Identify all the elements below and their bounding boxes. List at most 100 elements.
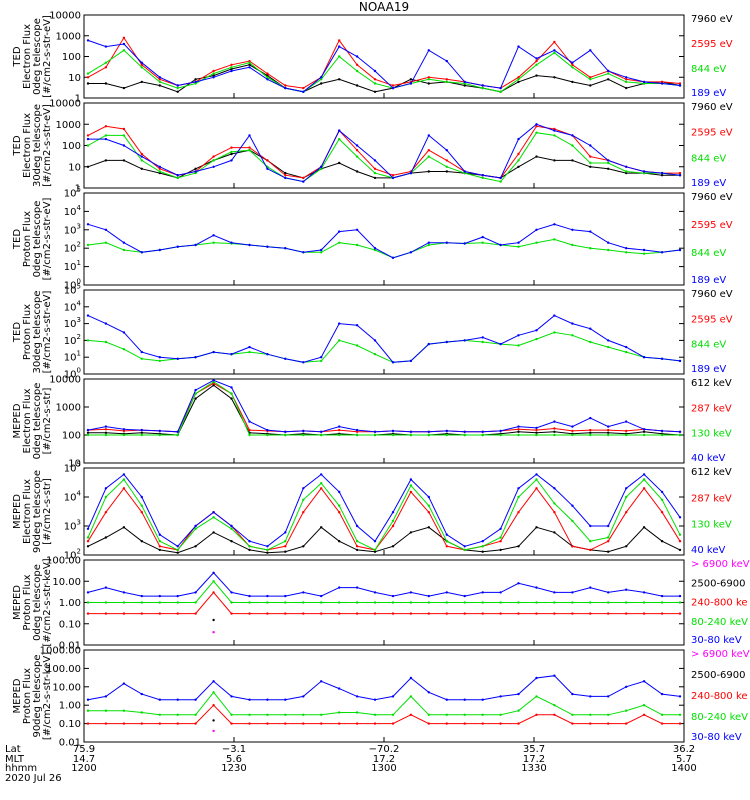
data-point: [212, 379, 215, 382]
data-point: [338, 433, 341, 437]
data-point: [194, 167, 197, 170]
data-point: [122, 49, 126, 52]
data-point: [355, 612, 359, 615]
data-point: [355, 84, 359, 87]
x-tick-mlt: 14.7: [73, 754, 95, 765]
data-point: [463, 601, 466, 604]
data-point: [445, 612, 448, 615]
data-point: [248, 545, 251, 548]
data-point: [355, 548, 359, 552]
data-point: [589, 144, 592, 147]
y-axis-label-line: MEPED: [12, 585, 23, 620]
data-point: [212, 516, 215, 519]
series-line-240-800-ke: [88, 591, 680, 615]
data-point: [140, 63, 143, 66]
data-point: [194, 612, 197, 615]
data-point: [625, 78, 628, 81]
series-line-612-kev: [88, 384, 681, 436]
data-point: [409, 601, 413, 604]
data-point: [230, 392, 233, 395]
data-point: [607, 536, 610, 539]
y-tick-exponent: 2: [77, 241, 81, 249]
data-point: [660, 490, 664, 494]
y-tick-label: 103: [64, 316, 81, 330]
y-tick-exponent: 2: [77, 548, 81, 556]
data-point: [140, 350, 143, 354]
data-point: [86, 698, 90, 701]
data-point: [409, 433, 413, 437]
data-point: [284, 594, 287, 598]
data-point: [535, 586, 538, 589]
data-point: [553, 433, 556, 437]
data-point: [445, 159, 448, 162]
data-point: [642, 601, 646, 604]
data-point: [140, 511, 143, 514]
data-point: [373, 353, 377, 356]
data-point: [86, 39, 90, 42]
data-point: [625, 247, 628, 250]
data-point: [284, 531, 287, 534]
data-point: [660, 722, 664, 725]
data-point: [122, 487, 126, 490]
data-point: [355, 428, 359, 432]
data-point: [678, 171, 682, 175]
data-point: [642, 430, 646, 433]
data-point: [391, 176, 395, 180]
data-point: [212, 691, 215, 694]
data-point: [445, 591, 448, 594]
data-point: [625, 722, 628, 725]
data-point: [571, 228, 574, 231]
data-point: [176, 433, 179, 437]
data-point: [607, 591, 610, 594]
data-point: [284, 550, 287, 553]
data-point: [140, 692, 143, 696]
data-point: [517, 80, 520, 84]
data-point: [140, 251, 143, 254]
data-point: [104, 487, 108, 490]
data-point: [158, 601, 161, 604]
data-point: [302, 251, 305, 254]
series-line-2595-ev: [87, 125, 680, 179]
data-point: [463, 339, 466, 342]
data-point: [355, 540, 359, 543]
data-point: [678, 433, 682, 437]
data-point: [427, 526, 430, 529]
x-tick-mlt: 5.7: [676, 754, 692, 765]
data-point: [338, 428, 341, 432]
data-point: [535, 63, 538, 66]
data-point: [535, 125, 538, 128]
data-point: [535, 473, 538, 476]
series-line-844-ev: [87, 132, 681, 183]
x-tick-lat: −70.2: [369, 744, 400, 755]
data-point: [212, 155, 215, 158]
data-point: [140, 167, 143, 170]
series-line-844-ev: [87, 49, 681, 93]
data-point: [355, 433, 359, 437]
data-point: [122, 42, 126, 46]
data-point: [338, 504, 341, 507]
legend-entry: 240-800 ke: [691, 598, 748, 609]
data-point: [391, 713, 395, 716]
data-point: [230, 241, 233, 244]
data-point: [409, 612, 413, 615]
data-point: [517, 344, 520, 347]
data-point: [571, 433, 574, 437]
data-point: [427, 495, 430, 499]
data-point: [320, 482, 323, 485]
y-tick-label: 103: [64, 519, 81, 533]
series-line-189-ev: [87, 223, 681, 259]
data-point: [302, 429, 305, 433]
data-point: [481, 433, 484, 437]
data-point: [553, 713, 556, 716]
data-point: [571, 243, 574, 247]
data-point: [607, 433, 610, 437]
data-point: [642, 80, 646, 84]
data-point: [678, 594, 682, 598]
y-tick-label: 10: [68, 162, 81, 173]
data-point: [86, 612, 90, 615]
data-point: [248, 722, 251, 725]
data-point: [589, 247, 592, 250]
data-point: [589, 601, 592, 604]
y-tick-label: 104: [64, 490, 82, 504]
data-point: [122, 526, 126, 529]
